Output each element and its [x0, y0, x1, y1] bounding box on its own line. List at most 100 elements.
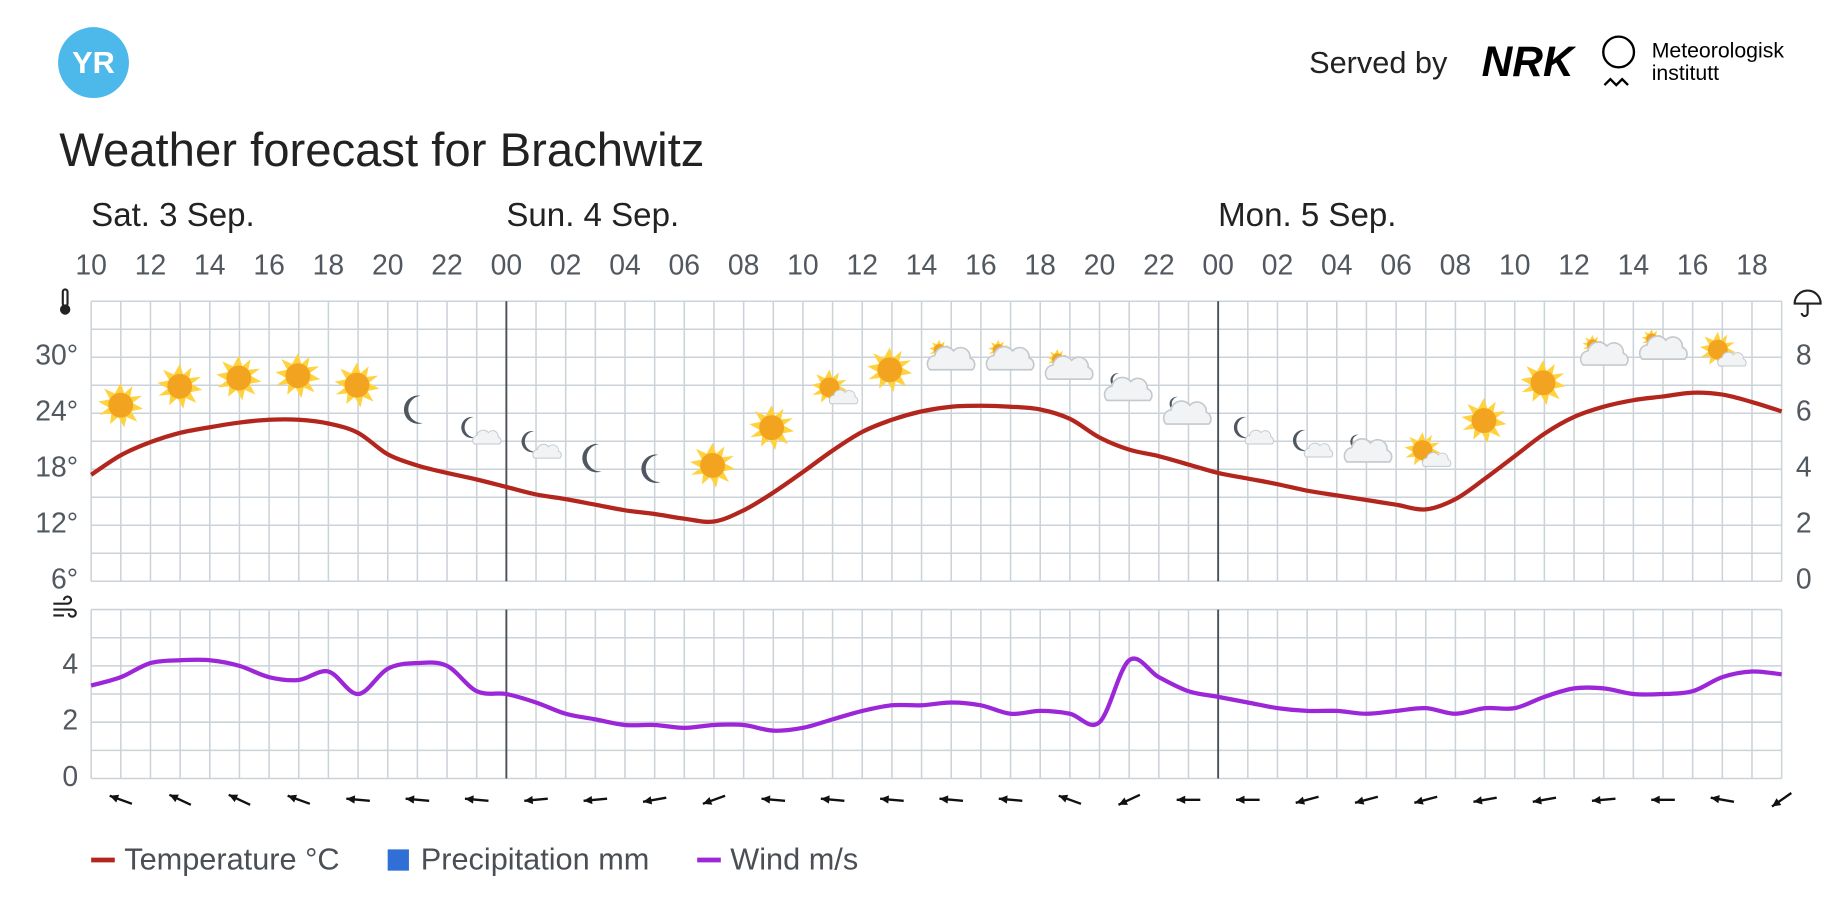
y2-tick-label: 0	[1796, 564, 1812, 596]
wind-arrow-head	[1532, 796, 1542, 805]
x-tick-label: 10	[75, 249, 107, 281]
weather-icon	[1405, 432, 1451, 468]
weather-icon	[334, 362, 380, 408]
wind-arrow-head	[1591, 795, 1601, 805]
wind-arrow-head	[228, 794, 239, 803]
legend-swatch	[387, 849, 409, 871]
legend-label: Wind m/s	[730, 841, 858, 876]
x-tick-label: 14	[1618, 249, 1650, 281]
x-tick-label: 18	[1736, 249, 1768, 281]
logo-badge[interactable]	[58, 27, 129, 99]
y2-tick-label: 6	[1796, 396, 1812, 428]
wind-arrow-head	[1355, 796, 1365, 805]
x-tick-label: 02	[550, 249, 582, 281]
wind-arrow-head	[643, 796, 653, 805]
wind-arrow-head	[287, 794, 298, 803]
x-tick-label: 06	[669, 249, 701, 281]
wind-arrow	[405, 795, 430, 804]
wind-arrow-head	[1176, 795, 1186, 804]
wind-arrow	[109, 794, 133, 805]
wind-arrow	[1591, 795, 1616, 805]
weather-icon	[1234, 417, 1274, 444]
x-tick-label: 16	[1677, 249, 1709, 281]
y-tick-label: 2	[62, 705, 78, 737]
y-tick-label: 12°	[35, 508, 78, 540]
y-tick-label: 18°	[35, 452, 78, 484]
weather-icon	[1164, 397, 1211, 424]
wind-arrow	[583, 795, 608, 805]
wind-arrow	[168, 793, 192, 806]
wind-arrow-head	[820, 795, 830, 804]
weather-icon	[1461, 398, 1507, 444]
x-tick-label: 00	[1202, 249, 1234, 281]
x-tick-label: 18	[1024, 249, 1056, 281]
day-label: Sun. 4 Sep.	[506, 197, 679, 234]
weather-icon	[403, 395, 424, 424]
wind-arrow-head	[1473, 796, 1483, 805]
wind-arrow	[1710, 795, 1735, 804]
wind-arrow-head	[1710, 795, 1720, 804]
x-tick-label: 04	[609, 249, 641, 281]
wind-arrow	[1473, 796, 1497, 805]
weather-icon	[582, 443, 602, 473]
wind-arrow-head	[761, 795, 771, 804]
wind-arrow	[820, 795, 845, 804]
wind-arrow-head	[583, 795, 593, 805]
x-tick-label: 08	[728, 249, 760, 281]
wind-arrow-head	[1118, 797, 1128, 805]
legend-label: Temperature °C	[124, 841, 339, 876]
x-tick-label: 04	[1321, 249, 1353, 281]
wind-arrow-head	[1414, 796, 1424, 805]
wind-arrow	[998, 795, 1023, 804]
wind-arrow	[524, 795, 548, 805]
x-tick-label: 14	[194, 249, 226, 281]
partner-name[interactable]: Meteorologisk	[1652, 39, 1785, 63]
wind-arrow	[880, 795, 904, 804]
wind-arrow	[1532, 796, 1557, 805]
weather-icon	[461, 417, 501, 444]
wind-arrow-head	[998, 795, 1008, 804]
wind-arrow-head	[464, 795, 474, 804]
day-label: Sat. 3 Sep.	[91, 197, 255, 234]
x-tick-label: 10	[787, 249, 819, 281]
wind-arrow	[1651, 795, 1675, 804]
wind-arrow	[287, 794, 311, 805]
wind-arrow-head	[405, 795, 415, 804]
wind-arrow-head	[346, 795, 356, 804]
weather-icon	[749, 405, 795, 451]
wind-arrow	[761, 795, 786, 804]
day-label: Mon. 5 Sep.	[1218, 197, 1396, 234]
wind-icon	[53, 595, 77, 618]
weather-icon	[522, 431, 562, 458]
weather-icon	[812, 370, 858, 406]
x-tick-label: 12	[846, 249, 878, 281]
y-tick-label: 30°	[35, 340, 78, 372]
wind-arrow	[464, 795, 489, 804]
y-tick-label: 4	[62, 648, 78, 680]
x-tick-label: 20	[372, 249, 404, 281]
y-tick-label: 6°	[51, 564, 78, 596]
legend-label: Precipitation mm	[421, 841, 650, 876]
wind-arrow-head	[109, 794, 120, 803]
wind-arrow	[1295, 795, 1319, 805]
partner-name[interactable]: institutt	[1652, 61, 1719, 85]
partner-logo[interactable]: NRK	[1482, 39, 1577, 86]
wind-arrow-head	[1058, 794, 1069, 803]
wind-arrow	[228, 793, 251, 806]
thermometer-icon	[59, 288, 71, 315]
wind-arrow-head	[1295, 796, 1305, 805]
y2-tick-label: 2	[1796, 508, 1812, 540]
wind-arrow	[702, 794, 726, 805]
x-tick-label: 12	[1558, 249, 1590, 281]
series-line	[89, 390, 1783, 524]
wind-arrow-head	[169, 794, 179, 803]
logo-text[interactable]: YR	[72, 45, 115, 80]
weather-icon	[1293, 430, 1333, 457]
weather-icon	[1344, 435, 1391, 462]
x-tick-label: 22	[1143, 249, 1175, 281]
x-tick-label: 18	[313, 249, 345, 281]
y2-tick-label: 8	[1796, 340, 1812, 372]
wind-arrow	[1771, 792, 1793, 808]
